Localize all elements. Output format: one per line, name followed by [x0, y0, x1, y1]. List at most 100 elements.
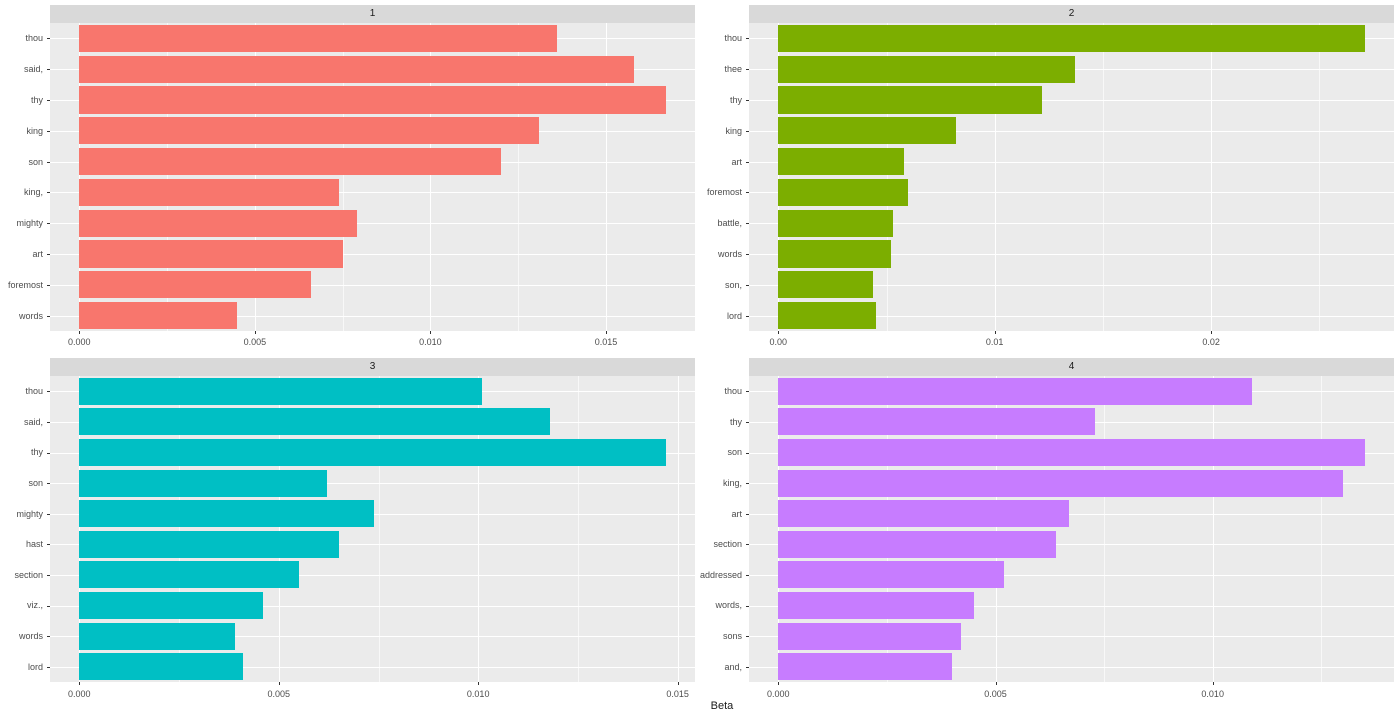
- y-axis-tick-label: thy: [30, 94, 43, 105]
- y-axis-tick-label: thou: [25, 33, 43, 44]
- bar: [79, 147, 501, 176]
- y-axis-tick-mark: [746, 69, 749, 71]
- y-axis-tick-mark: [746, 130, 749, 132]
- facet-strip: 2: [749, 5, 1394, 23]
- y-axis-tick-label: art: [731, 156, 742, 167]
- gridline-x-minor: [342, 23, 344, 331]
- y-axis-tick-label: words,: [715, 600, 742, 611]
- bar: [79, 653, 243, 681]
- y-axis-tick-label: sons: [722, 631, 742, 642]
- x-axis-tick-mark: [278, 682, 280, 685]
- gridline-x-major: [430, 23, 432, 331]
- x-axis-tick-mark: [1211, 331, 1213, 334]
- y-axis-tick-mark: [746, 284, 749, 286]
- y-axis-tick-label: thou: [724, 33, 742, 44]
- x-axis-tick-mark: [778, 331, 780, 334]
- gridline-x-major: [677, 376, 679, 682]
- x-axis-tick-mark: [994, 331, 996, 334]
- bar: [778, 209, 893, 237]
- facet-strip-label: 3: [369, 361, 376, 372]
- y-axis-tick-label: king: [725, 125, 742, 136]
- y-axis-tick-label: thou: [724, 386, 742, 397]
- gridline-x-minor: [179, 376, 180, 682]
- y-axis-tick-mark: [746, 254, 749, 255]
- gridline-x-major: [995, 376, 997, 682]
- gridline-y-major: [50, 223, 695, 225]
- gridline-x-major: [254, 23, 256, 331]
- panel-plot-area: [50, 376, 695, 682]
- gridline-x-major: [606, 23, 607, 331]
- y-axis-tick-label: thy: [729, 416, 742, 427]
- bar: [79, 24, 557, 53]
- bar: [79, 591, 263, 620]
- y-axis-tick-label: lord: [726, 310, 742, 321]
- y-axis-tick-mark: [47, 605, 50, 607]
- y-axis-tick-label: and,: [724, 661, 742, 672]
- y-axis-tick-mark: [47, 130, 50, 132]
- gridline-y-major: [749, 636, 1394, 638]
- y-axis-tick-mark: [47, 421, 50, 423]
- gridline-y-major: [749, 100, 1394, 101]
- x-axis-tick-label: 0.005: [267, 689, 291, 699]
- gridline-x-major: [79, 23, 81, 331]
- y-axis-tick-label: thou: [25, 386, 43, 397]
- x-axis-tick-mark: [254, 331, 256, 334]
- x-axis-tick-mark: [677, 682, 679, 685]
- gridline-x-minor: [1321, 376, 1323, 682]
- y-axis-tick-mark: [746, 544, 749, 546]
- y-axis-tick-label: mighty: [16, 508, 43, 519]
- bar: [778, 24, 1365, 53]
- gridline-y-major: [749, 315, 1394, 317]
- x-axis-tick-label: 0.015: [594, 337, 618, 347]
- x-axis-tick-mark: [1212, 682, 1214, 685]
- gridline-y-major: [749, 254, 1394, 255]
- gridline-x-minor: [886, 23, 888, 331]
- facet-strip-label: 4: [1068, 361, 1075, 372]
- bar: [79, 55, 635, 83]
- bar: [778, 271, 874, 299]
- bar: [778, 240, 891, 268]
- y-axis-tick-mark: [47, 666, 50, 668]
- gridline-x-minor: [1102, 23, 1104, 331]
- bar: [79, 209, 357, 237]
- x-axis-tick-label: 0.010: [1201, 689, 1224, 699]
- bar: [778, 86, 1043, 114]
- y-axis-tick-label: foremost: [706, 187, 742, 198]
- gridline-x-minor: [518, 23, 520, 331]
- gridline-y-major: [749, 605, 1394, 607]
- gridline-y-major: [50, 544, 695, 546]
- y-axis-tick-label: son: [28, 156, 43, 167]
- y-axis-tick-mark: [746, 100, 749, 101]
- bar: [79, 271, 311, 299]
- gridline-x-minor: [167, 23, 169, 331]
- gridline-y-major: [50, 636, 695, 638]
- y-axis-tick-label: king,: [722, 478, 742, 489]
- y-axis-tick-label: thy: [30, 447, 43, 458]
- facet-strip: 4: [749, 358, 1394, 376]
- y-axis-tick-mark: [746, 38, 749, 40]
- y-axis-tick-mark: [47, 38, 50, 40]
- y-axis-tick-mark: [47, 574, 50, 576]
- x-axis-tick-mark: [606, 331, 607, 334]
- panel-plot-area: [749, 376, 1394, 682]
- y-axis-tick-mark: [47, 483, 50, 485]
- y-axis-tick-label: son,: [724, 279, 742, 290]
- bar: [778, 591, 974, 620]
- bar: [79, 240, 343, 268]
- bar: [79, 438, 666, 467]
- bar: [79, 178, 340, 207]
- y-axis-tick-mark: [47, 223, 50, 225]
- gridline-x-major: [79, 376, 81, 682]
- facet-strip-label: 1: [369, 8, 376, 19]
- y-axis-tick-label: lord: [27, 661, 43, 672]
- gridline-x-major: [1212, 376, 1214, 682]
- gridline-x-minor: [886, 376, 888, 682]
- y-axis-tick-label: section: [713, 539, 742, 550]
- gridline-x-minor: [1104, 376, 1106, 682]
- bar: [778, 530, 1057, 558]
- y-axis-tick-mark: [47, 161, 50, 163]
- gridline-y-major: [50, 192, 695, 194]
- bar: [79, 408, 550, 436]
- gridline-y-major: [50, 483, 695, 485]
- y-axis-tick-label: words: [18, 631, 43, 642]
